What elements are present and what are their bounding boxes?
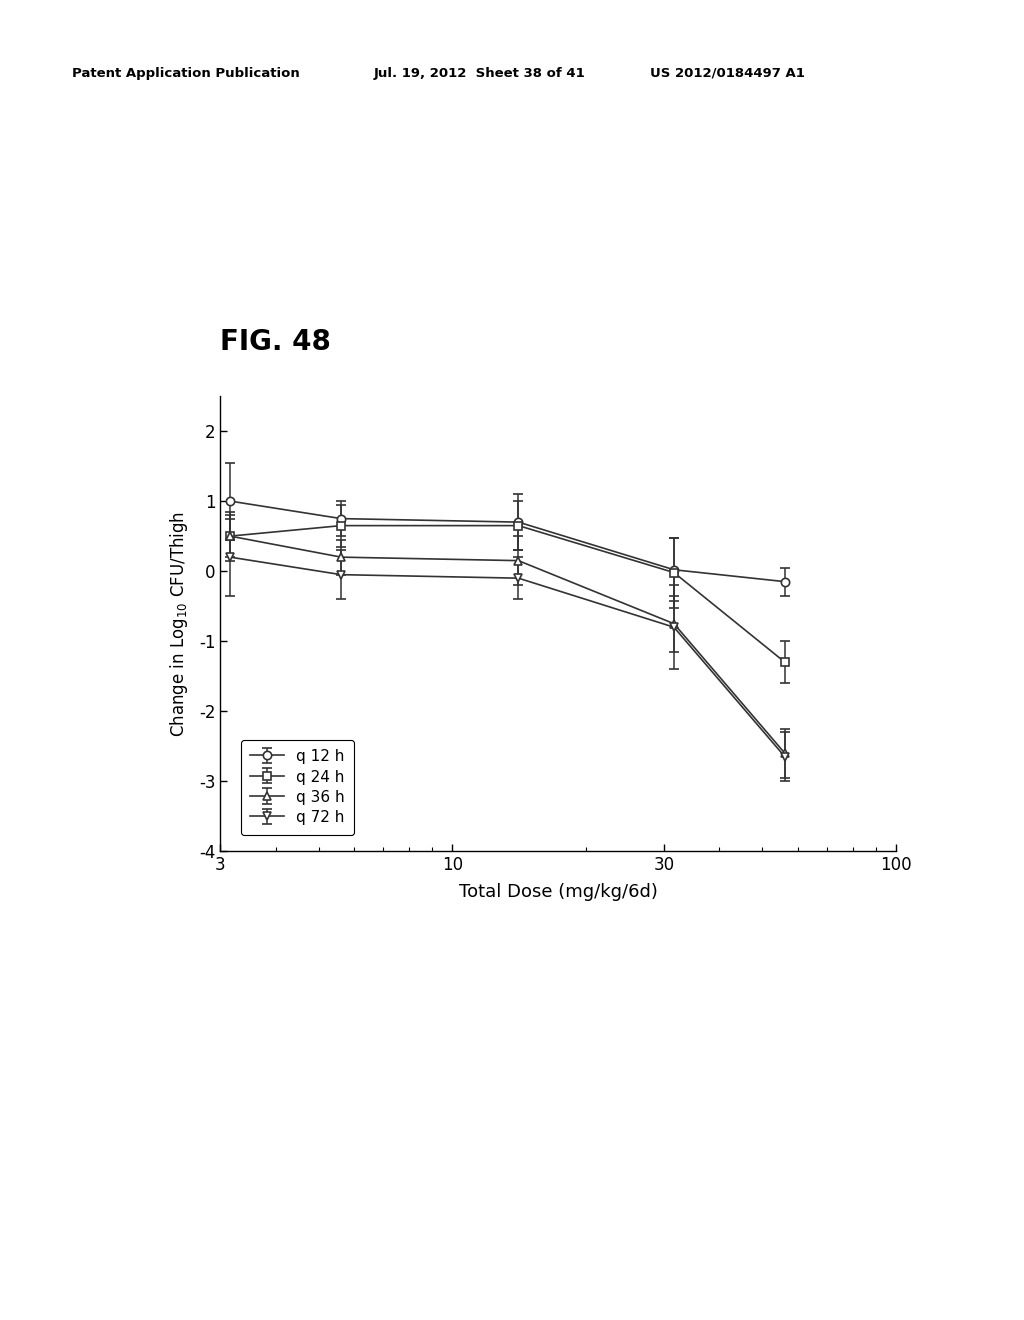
X-axis label: Total Dose (mg/kg/6d): Total Dose (mg/kg/6d) <box>459 883 657 900</box>
Text: Patent Application Publication: Patent Application Publication <box>72 66 299 79</box>
Y-axis label: Change in Log$_{10}$ CFU/Thigh: Change in Log$_{10}$ CFU/Thigh <box>169 511 190 737</box>
Text: Jul. 19, 2012  Sheet 38 of 41: Jul. 19, 2012 Sheet 38 of 41 <box>374 66 586 79</box>
Legend: q 12 h, q 24 h, q 36 h, q 72 h: q 12 h, q 24 h, q 36 h, q 72 h <box>242 741 354 834</box>
Text: US 2012/0184497 A1: US 2012/0184497 A1 <box>650 66 805 79</box>
Text: FIG. 48: FIG. 48 <box>220 327 331 356</box>
